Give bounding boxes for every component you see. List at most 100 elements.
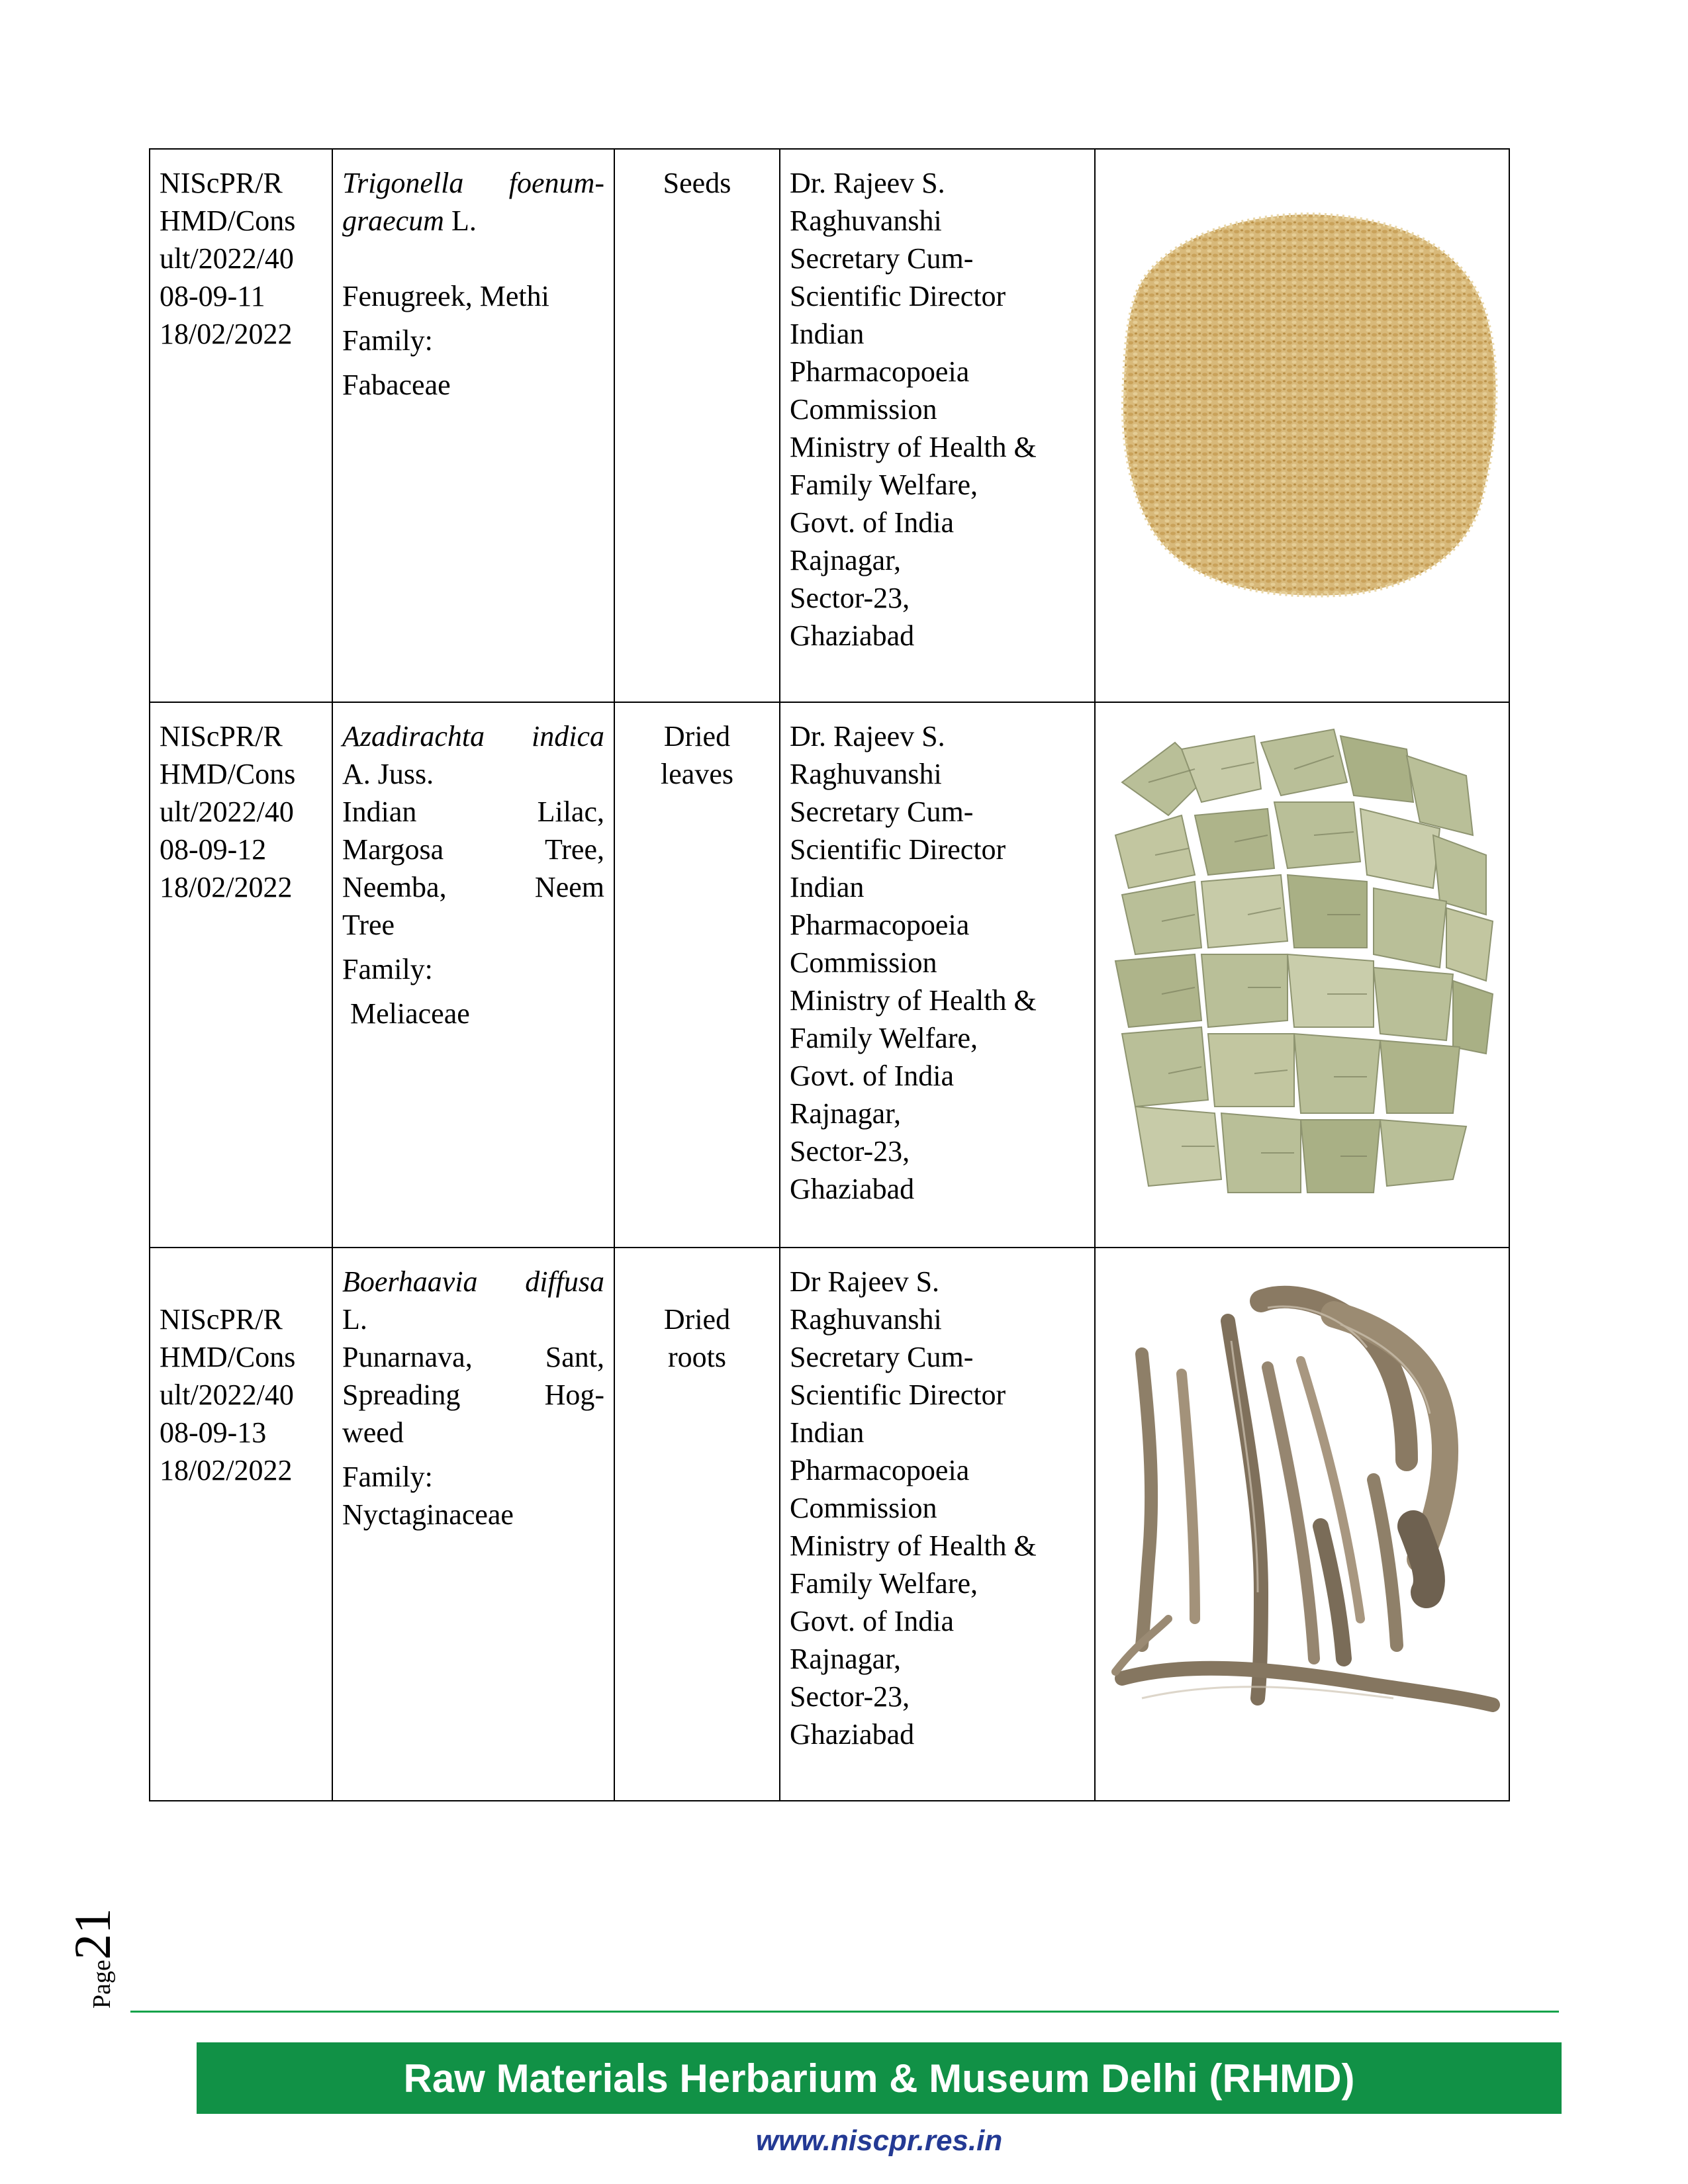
footer-title: Raw Materials Herbarium & Museum Delhi (…	[403, 2056, 1355, 2101]
source-line: Secretary Cum-	[790, 242, 974, 275]
accession-id-cell: NIScPR/R HMD/Cons ult/2022/40 08-09-13 1…	[149, 1247, 333, 1801]
id-line: 08-09-13	[160, 1416, 267, 1449]
source-line: Raghuvanshi	[790, 205, 942, 237]
specimen-table: NIScPR/R HMD/Cons ult/2022/40 08-09-11 1…	[149, 148, 1510, 1801]
id-line: 08-09-11	[160, 280, 265, 312]
id-line: ult/2022/40	[160, 1379, 294, 1411]
source-line: Indian	[790, 1416, 865, 1449]
table-row: NIScPR/R HMD/Cons ult/2022/40 08-09-13 1…	[149, 1247, 1510, 1801]
source-line: Rajnagar,	[790, 1643, 902, 1675]
source-line: Family Welfare,	[790, 469, 978, 501]
source-line: Dr. Rajeev S.	[790, 167, 945, 199]
family-label: Family:	[342, 1461, 433, 1493]
id-line: HMD/Cons	[160, 1341, 296, 1373]
id-line: HMD/Cons	[160, 205, 296, 237]
common-name: Margosa Tree,	[342, 833, 604, 866]
common-name: Punarnava, Sant,	[342, 1341, 604, 1373]
page-label: Page	[88, 1960, 116, 2009]
common-name: Spreading Hog-	[342, 1379, 604, 1411]
common-name: weed	[342, 1416, 404, 1449]
page-number-value: 21	[64, 1908, 121, 1960]
source-line: Dr. Rajeev S.	[790, 720, 945, 752]
specimen-image-cell	[1094, 148, 1510, 703]
id-line: NIScPR/R	[160, 167, 283, 199]
source-line: Ghaziabad	[790, 619, 915, 652]
source-line: Raghuvanshi	[790, 758, 942, 790]
source-line: Pharmacopoeia	[790, 355, 970, 388]
source-line: Rajnagar,	[790, 544, 902, 576]
botanical-author: L.	[342, 1303, 367, 1336]
source-line: Sector-23,	[790, 582, 910, 614]
botanical-name-cont: graecum	[342, 205, 444, 237]
botanical-name-cell: Boerhaavia diffusa L. Punarnava, Sant, S…	[332, 1247, 615, 1801]
source-cell: Dr. Rajeev S. Raghuvanshi Secretary Cum-…	[779, 702, 1096, 1248]
plant-part: Seeds	[663, 167, 731, 199]
source-line: Ministry of Health &	[790, 984, 1037, 1017]
leaves-icon	[1114, 728, 1494, 1193]
source-line: Sector-23,	[790, 1135, 910, 1167]
plant-part-cell: Dried roots	[614, 1247, 780, 1801]
botanical-name-cell: Trigonella foenum- graecum L. Fenugreek,…	[332, 148, 615, 703]
source-line: Govt. of India	[790, 1060, 955, 1092]
source-line: Raghuvanshi	[790, 1303, 942, 1336]
id-date: 18/02/2022	[160, 1454, 293, 1486]
fenugreek-seeds-image	[1096, 150, 1509, 702]
footer-url[interactable]: www.niscpr.res.in	[755, 2124, 1003, 2157]
source-line: Secretary Cum-	[790, 1341, 974, 1373]
source-line: Ghaziabad	[790, 1173, 915, 1205]
source-cell: Dr. Rajeev S. Raghuvanshi Secretary Cum-…	[779, 148, 1096, 703]
id-line: NIScPR/R	[160, 1303, 283, 1336]
id-line: ult/2022/40	[160, 242, 294, 275]
botanical-name: Boerhaavia diffusa	[342, 1265, 604, 1298]
id-line: HMD/Cons	[160, 758, 296, 790]
source-line: Ministry of Health &	[790, 431, 1037, 463]
plant-part-cell: Dried leaves	[614, 702, 780, 1248]
common-name: Neemba, Neem	[342, 871, 604, 903]
family-label: Family:	[342, 324, 433, 357]
plant-part: Dried	[663, 720, 731, 752]
source-line: Ghaziabad	[790, 1718, 915, 1751]
id-date: 18/02/2022	[160, 318, 293, 350]
family-name: Fabaceae	[342, 369, 451, 401]
source-line: Family Welfare,	[790, 1567, 978, 1600]
punarnava-roots-image	[1096, 1248, 1509, 1800]
source-line: Commission	[790, 1492, 937, 1524]
source-line: Indian	[790, 871, 865, 903]
source-line: Family Welfare,	[790, 1022, 978, 1054]
botanical-name: Trigonella foenum-	[342, 167, 604, 199]
source-line: Govt. of India	[790, 1605, 955, 1637]
source-line: Pharmacopoeia	[790, 1454, 970, 1486]
source-line: Sector-23,	[790, 1680, 910, 1713]
family-name: Nyctaginaceae	[342, 1498, 514, 1531]
footer-url-link[interactable]: www.niscpr.res.in	[197, 2124, 1562, 2158]
source-line: Indian	[790, 318, 865, 350]
botanical-name-cell: Azadirachta indica A. Juss. Indian Lilac…	[332, 702, 615, 1248]
common-name: Indian Lilac,	[342, 796, 604, 828]
source-line: Secretary Cum-	[790, 796, 974, 828]
plant-part: leaves	[661, 758, 733, 790]
accession-id-cell: NIScPR/R HMD/Cons ult/2022/40 08-09-12 1…	[149, 702, 333, 1248]
footer-divider	[130, 2011, 1559, 2013]
plant-part: roots	[668, 1341, 726, 1373]
source-cell: Dr Rajeev S. Raghuvanshi Secretary Cum- …	[779, 1247, 1096, 1801]
source-line: Pharmacopoeia	[790, 909, 970, 941]
source-line: Scientific Director	[790, 1379, 1006, 1411]
specimen-image-cell	[1094, 702, 1510, 1248]
source-line: Rajnagar,	[790, 1097, 902, 1130]
id-line: ult/2022/40	[160, 796, 294, 828]
plant-part: Dried	[663, 1303, 731, 1336]
source-line: Ministry of Health &	[790, 1529, 1037, 1562]
family-name: Meliaceae	[350, 997, 470, 1030]
plant-part-cell: Seeds	[614, 148, 780, 703]
specimen-image-cell	[1094, 1247, 1510, 1801]
botanical-name: Azadirachta indica	[342, 720, 604, 752]
source-line: Commission	[790, 393, 937, 426]
roots-icon	[1111, 1285, 1500, 1712]
source-line: Commission	[790, 946, 937, 979]
id-line: 08-09-12	[160, 833, 267, 866]
source-line: Govt. of India	[790, 506, 955, 539]
footer-banner: Raw Materials Herbarium & Museum Delhi (…	[197, 2042, 1562, 2114]
table-row: NIScPR/R HMD/Cons ult/2022/40 08-09-12 1…	[149, 702, 1510, 1248]
source-line: Scientific Director	[790, 280, 1006, 312]
common-name: Fenugreek, Methi	[342, 280, 549, 312]
